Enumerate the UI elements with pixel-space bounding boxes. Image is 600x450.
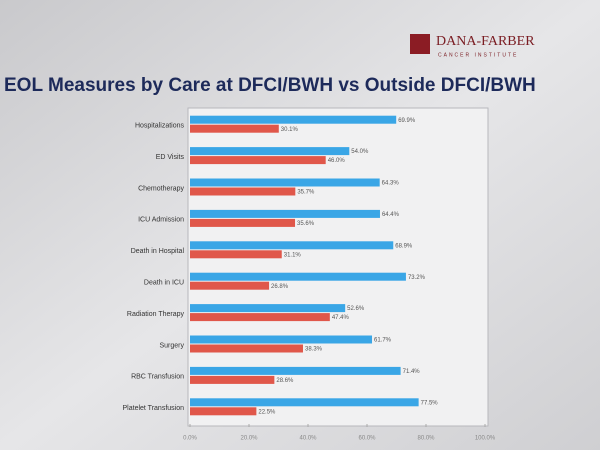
bar — [190, 375, 275, 384]
value-label: 38.3% — [305, 347, 323, 353]
bar — [190, 366, 401, 375]
value-label: 22.5% — [258, 409, 276, 415]
x-tick-label: 40.0% — [299, 436, 317, 442]
bar — [190, 115, 397, 124]
bar — [190, 335, 373, 344]
bar — [190, 250, 282, 259]
y-tick-label: Hospitalizations — [135, 123, 185, 130]
value-label: 68.9% — [395, 243, 413, 249]
bar — [190, 218, 296, 227]
logo-subtitle: CANCER INSTITUTE — [438, 52, 518, 58]
bar — [190, 209, 380, 218]
y-tick-label: ICU Admission — [138, 217, 184, 224]
y-tick-label: RBC Transfusion — [131, 374, 184, 381]
y-tick-label: Platelet Transfusion — [123, 405, 185, 412]
x-tick-label: 60.0% — [358, 436, 376, 442]
x-tick-label: 0.0% — [183, 436, 197, 442]
bar — [190, 398, 419, 407]
bar — [190, 241, 394, 250]
bar — [190, 344, 303, 353]
value-label: 77.5% — [421, 400, 439, 406]
value-label: 73.2% — [408, 275, 426, 281]
value-label: 47.4% — [332, 315, 350, 321]
bar — [190, 178, 380, 187]
value-label: 31.1% — [284, 252, 302, 258]
value-label: 69.9% — [398, 118, 416, 124]
bar — [190, 407, 257, 416]
logo-mark — [410, 34, 430, 54]
value-label: 61.7% — [374, 338, 392, 344]
value-label: 52.6% — [347, 306, 365, 312]
bar — [190, 313, 330, 322]
x-tick-label: 100.0% — [475, 436, 496, 442]
bar — [190, 124, 279, 133]
bar — [190, 272, 406, 281]
y-tick-label: Death in Hospital — [131, 248, 185, 255]
value-label: 28.6% — [276, 378, 294, 384]
y-tick-label: Radiation Therapy — [127, 311, 185, 318]
value-label: 54.0% — [351, 149, 369, 155]
value-label: 46.0% — [328, 158, 346, 164]
y-tick-label: Surgery — [159, 342, 184, 349]
bar — [190, 304, 346, 313]
value-label: 71.4% — [403, 369, 421, 375]
bar — [190, 147, 350, 156]
value-label: 35.7% — [297, 190, 315, 196]
chart-title: EOL Measures by Care at DFCI/BWH vs Outs… — [4, 75, 536, 96]
y-tick-label: Chemotherapy — [138, 185, 184, 192]
bar — [190, 281, 270, 290]
value-label: 30.1% — [281, 127, 299, 133]
logo: DANA-FARBER — [436, 34, 535, 49]
x-tick-label: 80.0% — [417, 436, 435, 442]
value-label: 64.3% — [382, 181, 400, 187]
x-tick-label: 20.0% — [240, 436, 258, 442]
bar — [190, 187, 296, 196]
value-label: 35.6% — [297, 221, 315, 227]
value-label: 26.8% — [271, 284, 289, 290]
bar — [190, 156, 326, 165]
y-tick-label: Death in ICU — [144, 280, 184, 287]
y-tick-label: ED Visits — [156, 154, 185, 161]
value-label: 64.4% — [382, 212, 400, 218]
